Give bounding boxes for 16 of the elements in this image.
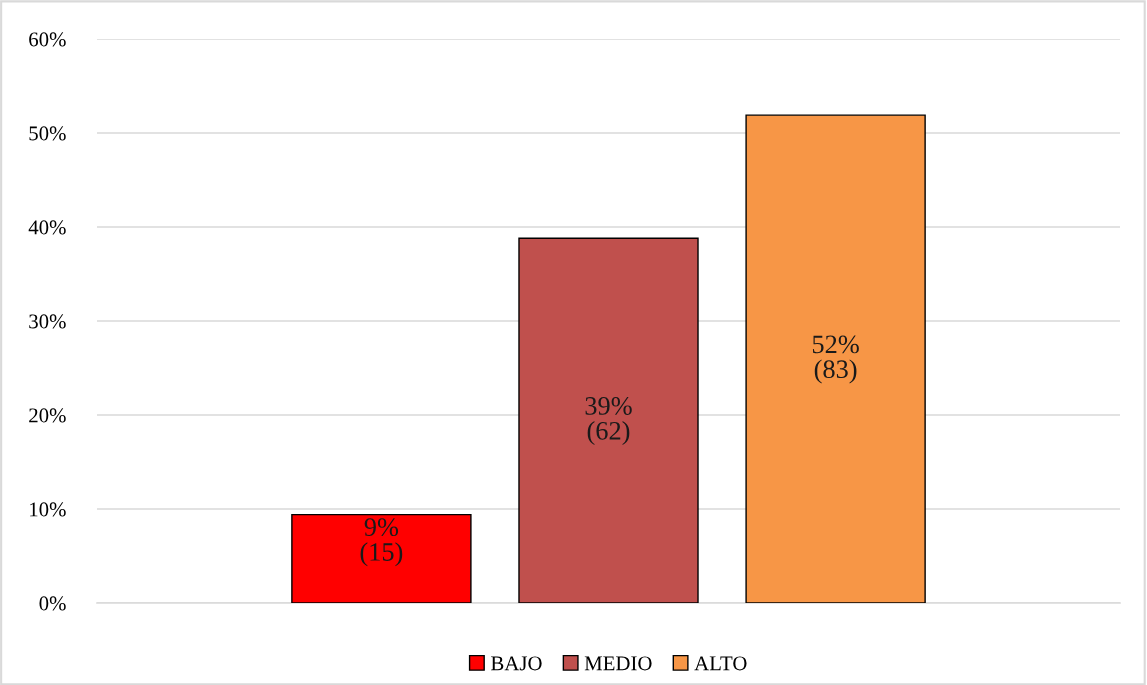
bar [291, 513, 472, 603]
legend-label: ALTO [694, 656, 747, 671]
data-label: 39% (62) [585, 397, 632, 446]
data-label: 52% (83) [812, 335, 859, 384]
bar [745, 114, 926, 603]
y-tick-label: 10% [30, 502, 66, 517]
legend-label: MEDIO [584, 656, 652, 671]
y-tick-label: 40% [28, 220, 66, 235]
bar [518, 237, 699, 603]
y-tick-label: 50% [29, 126, 66, 141]
y-tick-label: 30% [29, 314, 66, 329]
legend-label: BAJO [491, 656, 542, 671]
y-tick-label: 60% [29, 32, 66, 47]
y-tick-label: 20% [29, 408, 66, 423]
data-label: 9% (15) [360, 518, 403, 567]
y-tick-label: 0% [39, 596, 66, 611]
